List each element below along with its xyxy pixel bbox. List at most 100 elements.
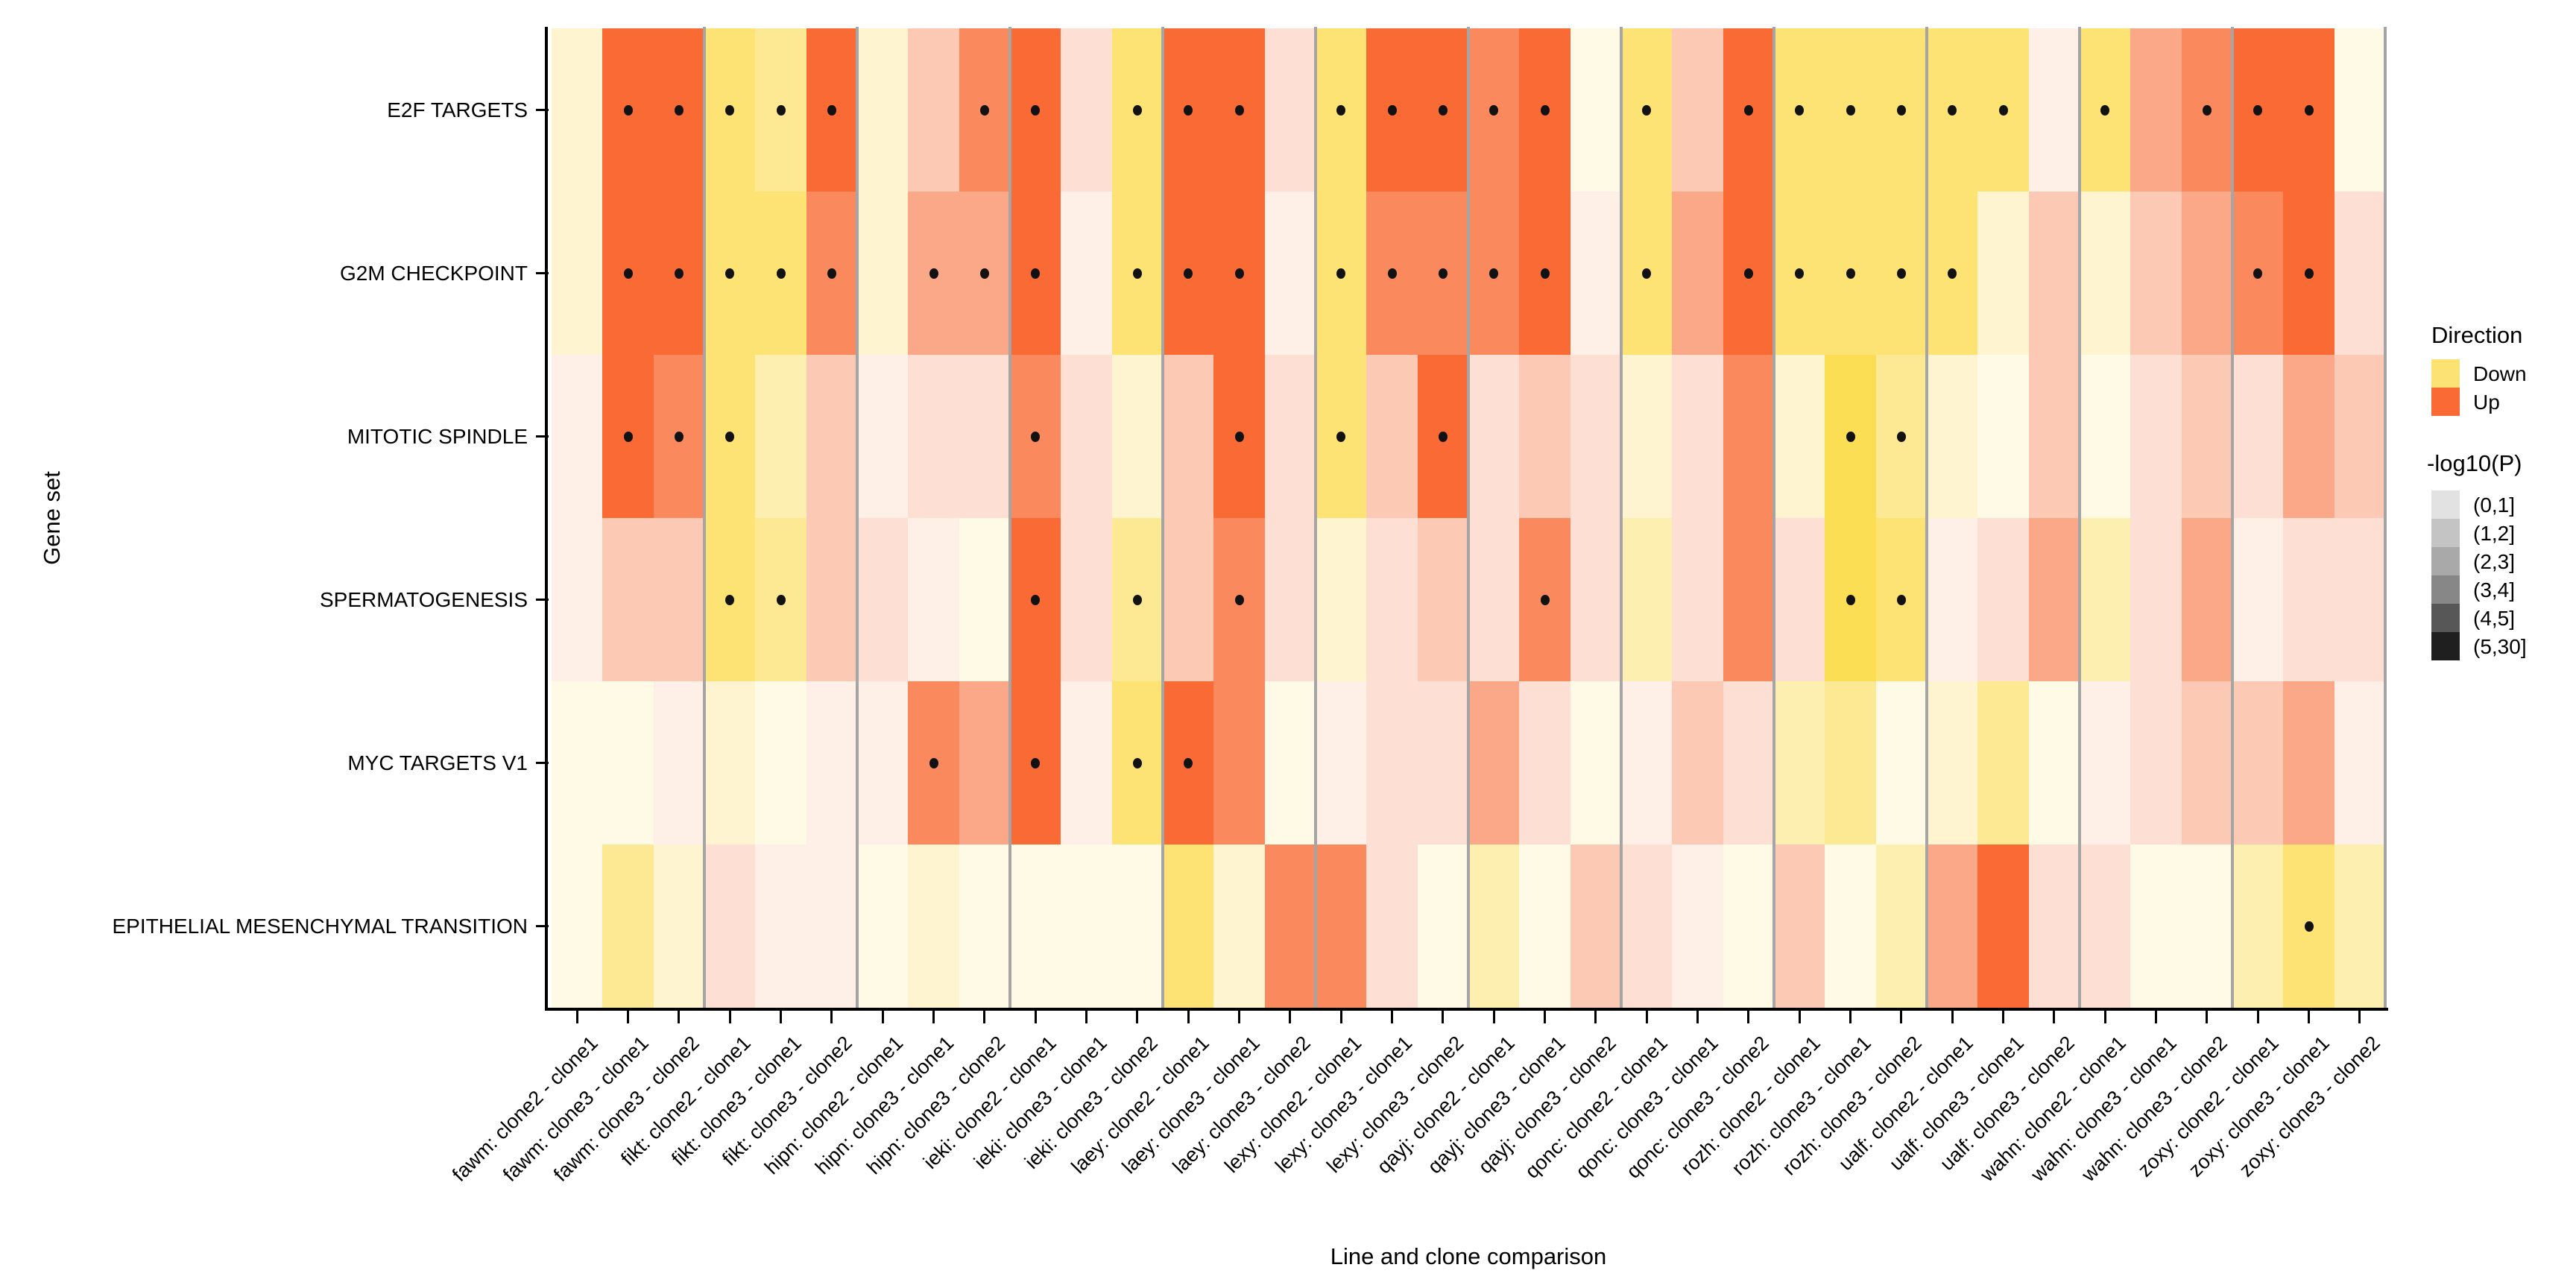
heatmap-cell (602, 845, 654, 1008)
heatmap-cell (1366, 28, 1418, 192)
significance-dot-icon (1387, 268, 1397, 279)
pvalue-legend-swatch (2431, 490, 2460, 519)
gene-set-label: G2M CHECKPOINT (339, 261, 528, 285)
heatmap-cell (1977, 518, 2030, 682)
significance-dot-icon (1184, 757, 1193, 768)
heatmap-cell (1927, 681, 1978, 845)
significance-dot-icon (623, 431, 633, 442)
significance-dot-icon (1489, 104, 1499, 116)
significance-dot-icon (675, 104, 684, 116)
heatmap-cell (1927, 518, 1978, 682)
heatmap-cell (1927, 192, 1978, 356)
x-tick-mark (1594, 1011, 1597, 1023)
heatmap-cell (755, 681, 807, 845)
heatmap-cell (1163, 845, 1214, 1008)
y-tick-mark (536, 272, 549, 274)
heatmap-cell (1010, 681, 1061, 845)
significance-dot-icon (1031, 594, 1041, 605)
heatmap-cell (1570, 355, 1622, 519)
direction-legend-label: Up (2473, 391, 2500, 414)
heatmap-cell (857, 845, 909, 1008)
x-tick-mark (2103, 1011, 2106, 1023)
heatmap-cell (1621, 28, 1673, 192)
x-tick-mark (1951, 1011, 1954, 1023)
pvalue-legend-title: -log10(P) (2427, 450, 2522, 476)
significance-dot-icon (1031, 268, 1041, 279)
heatmap-cell (653, 681, 705, 845)
heatmap-cell (1723, 355, 1775, 519)
heatmap-cell (704, 355, 756, 519)
group-separator-line (703, 27, 706, 1009)
heatmap-cell (1417, 28, 1469, 192)
pvalue-legend-label: (3,4] (2473, 578, 2516, 602)
heatmap-cell (1163, 28, 1214, 192)
heatmap-cell (704, 681, 756, 845)
heatmap-cell (1111, 518, 1164, 682)
x-tick-mark (1900, 1011, 1903, 1023)
heatmap-cell (1417, 845, 1469, 1008)
heatmap-cell (1570, 28, 1622, 192)
heatmap-cell (1672, 192, 1724, 356)
significance-dot-icon (1540, 594, 1550, 605)
heatmap-cell (602, 518, 654, 682)
heatmap-cell (959, 681, 1011, 845)
heatmap-cell (806, 28, 858, 192)
heatmap-cell (1366, 518, 1418, 682)
heatmap-cell (2181, 845, 2233, 1008)
heatmap-cell (2028, 192, 2080, 356)
significance-dot-icon (2304, 104, 2314, 116)
significance-dot-icon (1234, 594, 1244, 605)
significance-dot-icon (2304, 268, 2314, 279)
significance-dot-icon (1133, 757, 1143, 768)
heatmap-cell (1163, 518, 1214, 682)
significance-dot-icon (1184, 104, 1193, 116)
x-tick-mark (983, 1011, 986, 1023)
pvalue-legend-label: (0,1] (2473, 493, 2516, 517)
heatmap-cell (1875, 355, 1928, 519)
heatmap-cell (1213, 518, 1266, 682)
significance-dot-icon (2253, 104, 2263, 116)
heatmap-cell (704, 518, 756, 682)
group-separator-line (1314, 27, 1317, 1009)
heatmap-cell (2334, 845, 2386, 1008)
heatmap-cell (653, 845, 705, 1008)
heatmap-cell (2232, 681, 2284, 845)
heatmap-cell (1010, 192, 1061, 356)
pvalue-legend-swatch (2431, 632, 2460, 660)
group-separator-line (1925, 27, 1928, 1009)
significance-dot-icon (827, 104, 837, 116)
x-tick-mark (881, 1011, 884, 1023)
heatmap-cell (602, 28, 654, 192)
significance-dot-icon (623, 268, 633, 279)
heatmap-cell (2130, 355, 2182, 519)
x-tick-mark (678, 1011, 681, 1023)
heatmap-cell (1111, 28, 1164, 192)
significance-dot-icon (1031, 431, 1041, 442)
heatmap-cell (1468, 845, 1520, 1008)
x-tick-mark (1849, 1011, 1852, 1023)
heatmap-cell (959, 518, 1011, 682)
heatmap-cell (1213, 28, 1266, 192)
heatmap-cell (2232, 518, 2284, 682)
heatmap-cell (2028, 28, 2080, 192)
heatmap-cell (806, 355, 858, 519)
group-separator-line (1161, 27, 1164, 1009)
heatmap-cell (1519, 681, 1571, 845)
heatmap-cell (1010, 845, 1061, 1008)
gene-set-label: EPITHELIAL MESENCHYMAL TRANSITION (112, 914, 528, 938)
heatmap-cell (908, 681, 960, 845)
group-separator-line (1772, 27, 1775, 1009)
heatmap-cell (806, 681, 858, 845)
heatmap-cell (1213, 681, 1266, 845)
x-tick-mark (2155, 1011, 2157, 1023)
heatmap-cell (1519, 518, 1571, 682)
heatmap-cell (857, 681, 909, 845)
significance-dot-icon (1897, 104, 1907, 116)
direction-legend-label: Down (2473, 362, 2527, 385)
heatmap-cell (2283, 192, 2335, 356)
heatmap-cell (1875, 681, 1928, 845)
heatmap-cell (2028, 681, 2080, 845)
x-tick-mark (1747, 1011, 1750, 1023)
heatmap-cell (1672, 28, 1724, 192)
x-tick-mark (830, 1011, 833, 1023)
